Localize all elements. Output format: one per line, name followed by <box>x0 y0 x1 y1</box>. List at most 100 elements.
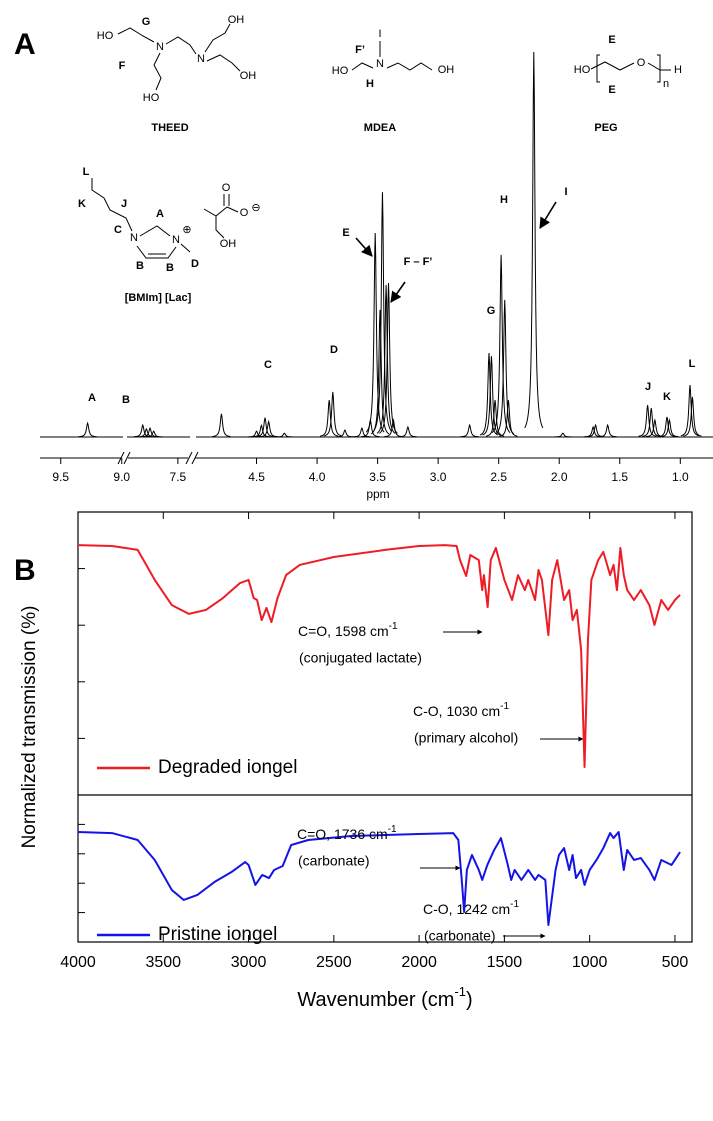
peak <box>379 282 398 434</box>
peak <box>335 429 354 438</box>
x-tick-label: 3500 <box>145 954 181 971</box>
annotation-detail: (carbonate) <box>424 928 496 944</box>
x-tick-label: 1500 <box>487 954 523 971</box>
x-tick-label: 4000 <box>60 954 96 971</box>
peak <box>137 427 156 438</box>
nmr-axis <box>40 451 713 465</box>
structure-label: HO <box>143 92 160 104</box>
plot-frame <box>77 511 693 943</box>
peak <box>275 432 294 438</box>
structure-label: K <box>78 198 86 210</box>
legend-label: Pristine iongel <box>158 924 277 945</box>
x-tick-label: 2.5 <box>490 470 507 484</box>
peak <box>680 384 700 437</box>
structure-label: N <box>130 232 138 244</box>
peak <box>485 399 505 437</box>
structure-label: O <box>637 57 646 69</box>
peak <box>642 408 661 437</box>
annotation-superscript: -1 <box>500 701 509 712</box>
annotation-text: C=O, 1736 cm <box>297 826 388 842</box>
x-tick-label: 4.5 <box>248 470 265 484</box>
structure-label: G <box>142 16 151 28</box>
annotation-text: C-O, 1030 cm <box>413 703 500 719</box>
peak-label: H <box>500 194 508 206</box>
peak <box>524 51 544 429</box>
annotation-arrow <box>539 201 557 229</box>
structure-label: H <box>674 64 682 76</box>
structure-label: F’ <box>355 44 365 56</box>
structure-label: HO <box>332 65 349 77</box>
structure-bonds <box>91 23 671 259</box>
annotation: C=O, 1736 cm-1 <box>297 824 397 842</box>
structure-label: E <box>608 34 615 46</box>
structure-label: ⊕ <box>182 224 191 236</box>
peak <box>657 416 677 438</box>
peak-label: A <box>88 392 96 404</box>
peak-label: G <box>487 305 496 317</box>
annotation: C-O, 1242 cm-1 <box>423 899 519 917</box>
x-tick-label: 1.0 <box>672 470 689 484</box>
peak <box>323 391 342 437</box>
x-axis-label-part: -1 <box>454 984 466 999</box>
x-tick-label: 1000 <box>572 954 608 971</box>
x-tick-label: 9.5 <box>52 470 69 484</box>
peak <box>683 396 702 437</box>
peak-label: D <box>330 344 338 356</box>
peak <box>553 432 572 438</box>
structure-label: A <box>156 208 164 220</box>
structure-label: N <box>156 41 164 53</box>
structure-label: OH <box>220 238 237 250</box>
structure-label: E <box>608 84 615 96</box>
peak <box>373 192 392 432</box>
structure-label: MDEA <box>364 122 396 134</box>
peak <box>141 427 160 438</box>
structure-label: I <box>378 28 381 40</box>
structure-label: N <box>172 234 180 246</box>
peak <box>352 427 371 438</box>
structure-label: H <box>366 78 374 90</box>
structure-label: n <box>663 78 669 90</box>
x-tick-label: 3.5 <box>369 470 386 484</box>
x-axis-label-part: Wavenumber (cm <box>297 989 454 1011</box>
peak <box>398 425 417 438</box>
peak-label: K <box>663 391 671 403</box>
annotation-detail: (carbonate) <box>298 853 370 869</box>
peak <box>252 424 271 438</box>
panel-label: B <box>14 554 36 587</box>
x-tick-label: 2000 <box>401 954 437 971</box>
annotation-superscript: -1 <box>389 621 398 632</box>
structure-label: OH <box>228 14 245 26</box>
x-tick-label: 2.0 <box>551 470 568 484</box>
peak <box>212 413 231 437</box>
annotation: C=O, 1598 cm-1 <box>298 621 398 639</box>
panel-label: A <box>14 28 36 61</box>
peak <box>482 356 501 436</box>
peak <box>460 423 479 438</box>
peak-label: C <box>264 359 272 371</box>
peak <box>479 353 499 436</box>
structure-label: B <box>166 262 174 274</box>
structure-label: O <box>222 182 231 194</box>
structure-label: L <box>83 166 90 178</box>
peak <box>78 421 97 438</box>
peak-label: L <box>689 358 696 370</box>
peak-label: J <box>645 381 651 393</box>
peak-label: B <box>122 394 130 406</box>
x-axis-label: Wavenumber (cm-1) <box>297 984 472 1011</box>
structure-label: D <box>191 258 199 270</box>
y-axis-label: Normalized transmission (%) <box>19 606 40 849</box>
x-tick-label: 3000 <box>231 954 267 971</box>
structure-label: [BMIm] [Lac] <box>125 292 192 304</box>
x-tick-label: 4.0 <box>309 470 326 484</box>
structure-label: THEED <box>151 122 188 134</box>
annotation: C-O, 1030 cm-1 <box>413 701 509 719</box>
structure-label: O <box>240 207 249 219</box>
structure-label: F <box>119 60 126 72</box>
structure-label: B <box>136 260 144 272</box>
structure-label: HO <box>97 30 114 42</box>
annotation-detail: (conjugated lactate) <box>299 650 422 666</box>
structure-label: C <box>114 224 122 236</box>
x-tick-label: 3.0 <box>430 470 447 484</box>
